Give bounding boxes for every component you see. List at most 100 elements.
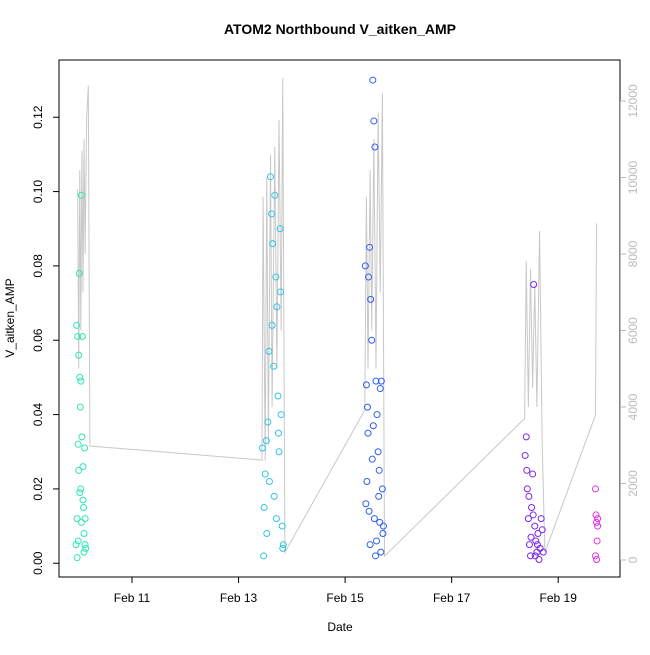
x-tick-label: Feb 15: [326, 591, 364, 605]
point: [274, 429, 282, 437]
point: [529, 511, 537, 519]
point: [264, 418, 272, 426]
point: [279, 544, 287, 552]
point: [522, 433, 530, 441]
point: [593, 518, 601, 526]
point: [74, 440, 82, 448]
y-tick-label: 0.04: [31, 403, 45, 427]
point: [277, 411, 285, 419]
point: [80, 530, 88, 538]
point: [371, 552, 379, 560]
y2-tick-label: 6000: [626, 317, 640, 344]
point: [77, 518, 85, 526]
point: [591, 485, 599, 493]
point: [525, 492, 533, 500]
point: [366, 541, 374, 549]
y2-tick-label: 4000: [626, 393, 640, 420]
point: [593, 537, 601, 545]
point: [591, 552, 599, 560]
point: [75, 269, 83, 277]
point: [532, 537, 540, 545]
point: [533, 548, 541, 556]
point: [365, 273, 373, 281]
point: [379, 530, 387, 538]
point: [262, 437, 270, 445]
point: [81, 515, 89, 523]
point: [81, 444, 89, 452]
point: [363, 403, 371, 411]
y-tick-label: 0.02: [31, 477, 45, 501]
point: [379, 522, 387, 530]
point: [378, 485, 386, 493]
point: [267, 173, 275, 181]
point: [78, 333, 86, 341]
point: [523, 466, 531, 474]
point: [276, 225, 284, 233]
point: [362, 500, 370, 508]
point: [375, 492, 383, 500]
point: [594, 515, 602, 523]
point: [269, 240, 277, 248]
y-tick-label: 0.10: [31, 180, 45, 204]
point: [77, 485, 85, 493]
point: [535, 556, 543, 564]
point: [75, 466, 83, 474]
point: [371, 143, 379, 151]
point: [537, 515, 545, 523]
point: [76, 403, 84, 411]
point: [265, 477, 273, 485]
point: [367, 295, 375, 303]
point: [368, 336, 376, 344]
point: [74, 537, 82, 545]
point: [529, 470, 537, 478]
point: [531, 552, 539, 560]
point: [373, 411, 381, 419]
x-tick-label: Feb 13: [220, 591, 258, 605]
point: [369, 422, 377, 430]
point: [82, 544, 90, 552]
point: [594, 522, 602, 530]
point: [75, 351, 83, 359]
point: [72, 541, 80, 549]
point: [376, 518, 384, 526]
point: [274, 392, 282, 400]
point: [273, 303, 281, 311]
point: [366, 243, 374, 251]
point: [81, 541, 89, 549]
point: [272, 515, 280, 523]
y2-tick-label: 8000: [626, 240, 640, 267]
point: [365, 507, 373, 515]
y2-tick-label: 12000: [626, 84, 640, 118]
x-axis-label: Date: [327, 620, 353, 634]
point: [593, 556, 601, 564]
y2-tick-label: 2000: [626, 470, 640, 497]
point: [77, 191, 85, 199]
point: [528, 503, 536, 511]
point: [80, 548, 88, 556]
point: [259, 444, 267, 452]
point: [260, 503, 268, 511]
point: [73, 515, 81, 523]
y-tick-label: 0.00: [31, 551, 45, 575]
x-tick-label: Feb 11: [114, 591, 151, 605]
point: [534, 530, 542, 538]
point: [376, 385, 384, 393]
y-axis-label: V_aitken_AMP: [3, 278, 17, 357]
point: [361, 262, 369, 270]
chart-title: ATOM2 Northbound V_aitken_AMP: [224, 21, 456, 37]
point: [525, 541, 533, 549]
point: [76, 373, 84, 381]
point: [279, 541, 287, 549]
y2-line: [77, 78, 598, 558]
point: [370, 515, 378, 523]
point: [526, 552, 534, 560]
x-tick-label: Feb 17: [433, 591, 471, 605]
point: [271, 191, 279, 199]
point: [538, 526, 546, 534]
point: [523, 485, 531, 493]
point: [270, 362, 278, 370]
point: [270, 492, 278, 500]
point: [76, 489, 84, 497]
y2-tick-label: 0: [626, 556, 640, 563]
